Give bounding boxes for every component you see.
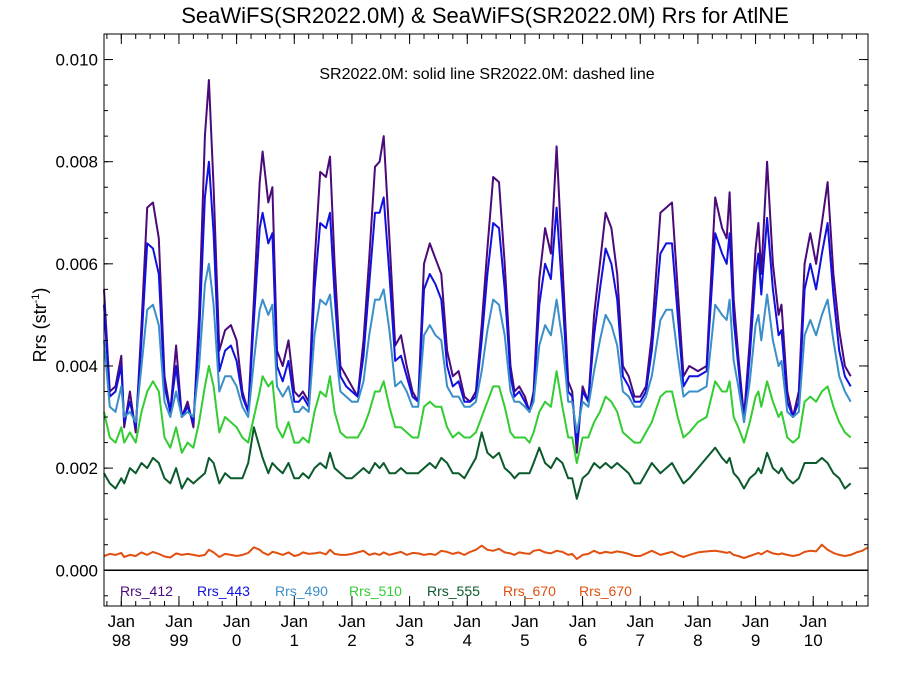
- y-tick-label-4: 0.008: [55, 153, 98, 172]
- x-tick-label-year-1: 99: [169, 631, 188, 650]
- chart-annotation: SR2022.0M: solid line SR2022.0M: dashed …: [319, 66, 654, 83]
- x-tick-label-month-11: Jan: [742, 612, 769, 631]
- series-line-rrs-490-2: [103, 262, 852, 434]
- x-tick-label-month-6: Jan: [454, 612, 481, 631]
- x-tick-label-month-12: Jan: [800, 612, 827, 631]
- x-tick-label-month-2: Jan: [223, 612, 250, 631]
- legend-item-0: Rrs_412: [120, 583, 173, 599]
- x-tick-label-year-10: 8: [693, 631, 702, 650]
- plot-frame: [103, 33, 869, 607]
- x-tick-label-year-5: 3: [405, 631, 414, 650]
- x-tick-label-year-11: 9: [751, 631, 760, 650]
- series-line-rrs-510-3: [103, 365, 852, 464]
- x-tick-label-month-4: Jan: [338, 612, 365, 631]
- x-tick-label-year-2: 0: [232, 631, 241, 650]
- series-line-rrs-670-5: [103, 543, 869, 560]
- svg-text:Rrs (str-1): Rrs (str-1): [30, 288, 50, 363]
- y-tick-label-0: 0.000: [55, 561, 98, 580]
- y-axis-label-superscript: -1: [30, 294, 42, 304]
- legend-item-5: Rrs_670: [503, 583, 556, 599]
- series-line-rrs-555-4: [103, 426, 852, 500]
- x-tick-label-month-10: Jan: [684, 612, 711, 631]
- x-tick-label-month-3: Jan: [281, 612, 308, 631]
- x-tick-label-year-6: 4: [463, 631, 472, 650]
- series-line-rrs-412-0: [103, 79, 852, 454]
- legend-item-1: Rrs_443: [197, 583, 250, 599]
- x-tick-label-year-3: 1: [290, 631, 299, 650]
- y-tick-label-2: 0.004: [55, 357, 98, 376]
- legend-item-6: Rrs_670: [579, 583, 632, 599]
- plot-area: 0.0000.0020.0040.0060.0080.010Jan98Jan99…: [55, 33, 869, 650]
- x-tick-label-month-8: Jan: [569, 612, 596, 631]
- y-tick-label-3: 0.006: [55, 255, 98, 274]
- x-tick-label-year-4: 2: [347, 631, 356, 650]
- x-tick-label-year-7: 5: [520, 631, 529, 650]
- y-axis-label-close: ): [30, 288, 50, 294]
- x-tick-label-month-9: Jan: [627, 612, 654, 631]
- chart-title: SeaWiFS(SR2022.0M) & SeaWiFS(SR2022.0M) …: [181, 3, 789, 28]
- x-tick-label-year-8: 6: [578, 631, 587, 650]
- x-tick-label-year-12: 10: [804, 631, 823, 650]
- y-tick-label-1: 0.002: [55, 459, 98, 478]
- y-axis-label: Rrs (str-1): [30, 288, 50, 363]
- x-tick-label-year-9: 7: [636, 631, 645, 650]
- x-tick-label-month-7: Jan: [511, 612, 538, 631]
- series-line-rrs-443-1: [103, 160, 852, 444]
- legend-item-2: Rrs_490: [275, 583, 328, 599]
- legend-item-4: Rrs_555: [427, 583, 480, 599]
- legend-item-3: Rrs_510: [349, 583, 402, 599]
- x-tick-label-month-1: Jan: [165, 612, 192, 631]
- x-tick-label-year-0: 98: [112, 631, 131, 650]
- y-axis-label-text: Rrs (str: [30, 303, 50, 362]
- y-tick-label-5: 0.010: [55, 51, 98, 70]
- x-tick-label-month-0: Jan: [108, 612, 135, 631]
- x-tick-label-month-5: Jan: [396, 612, 423, 631]
